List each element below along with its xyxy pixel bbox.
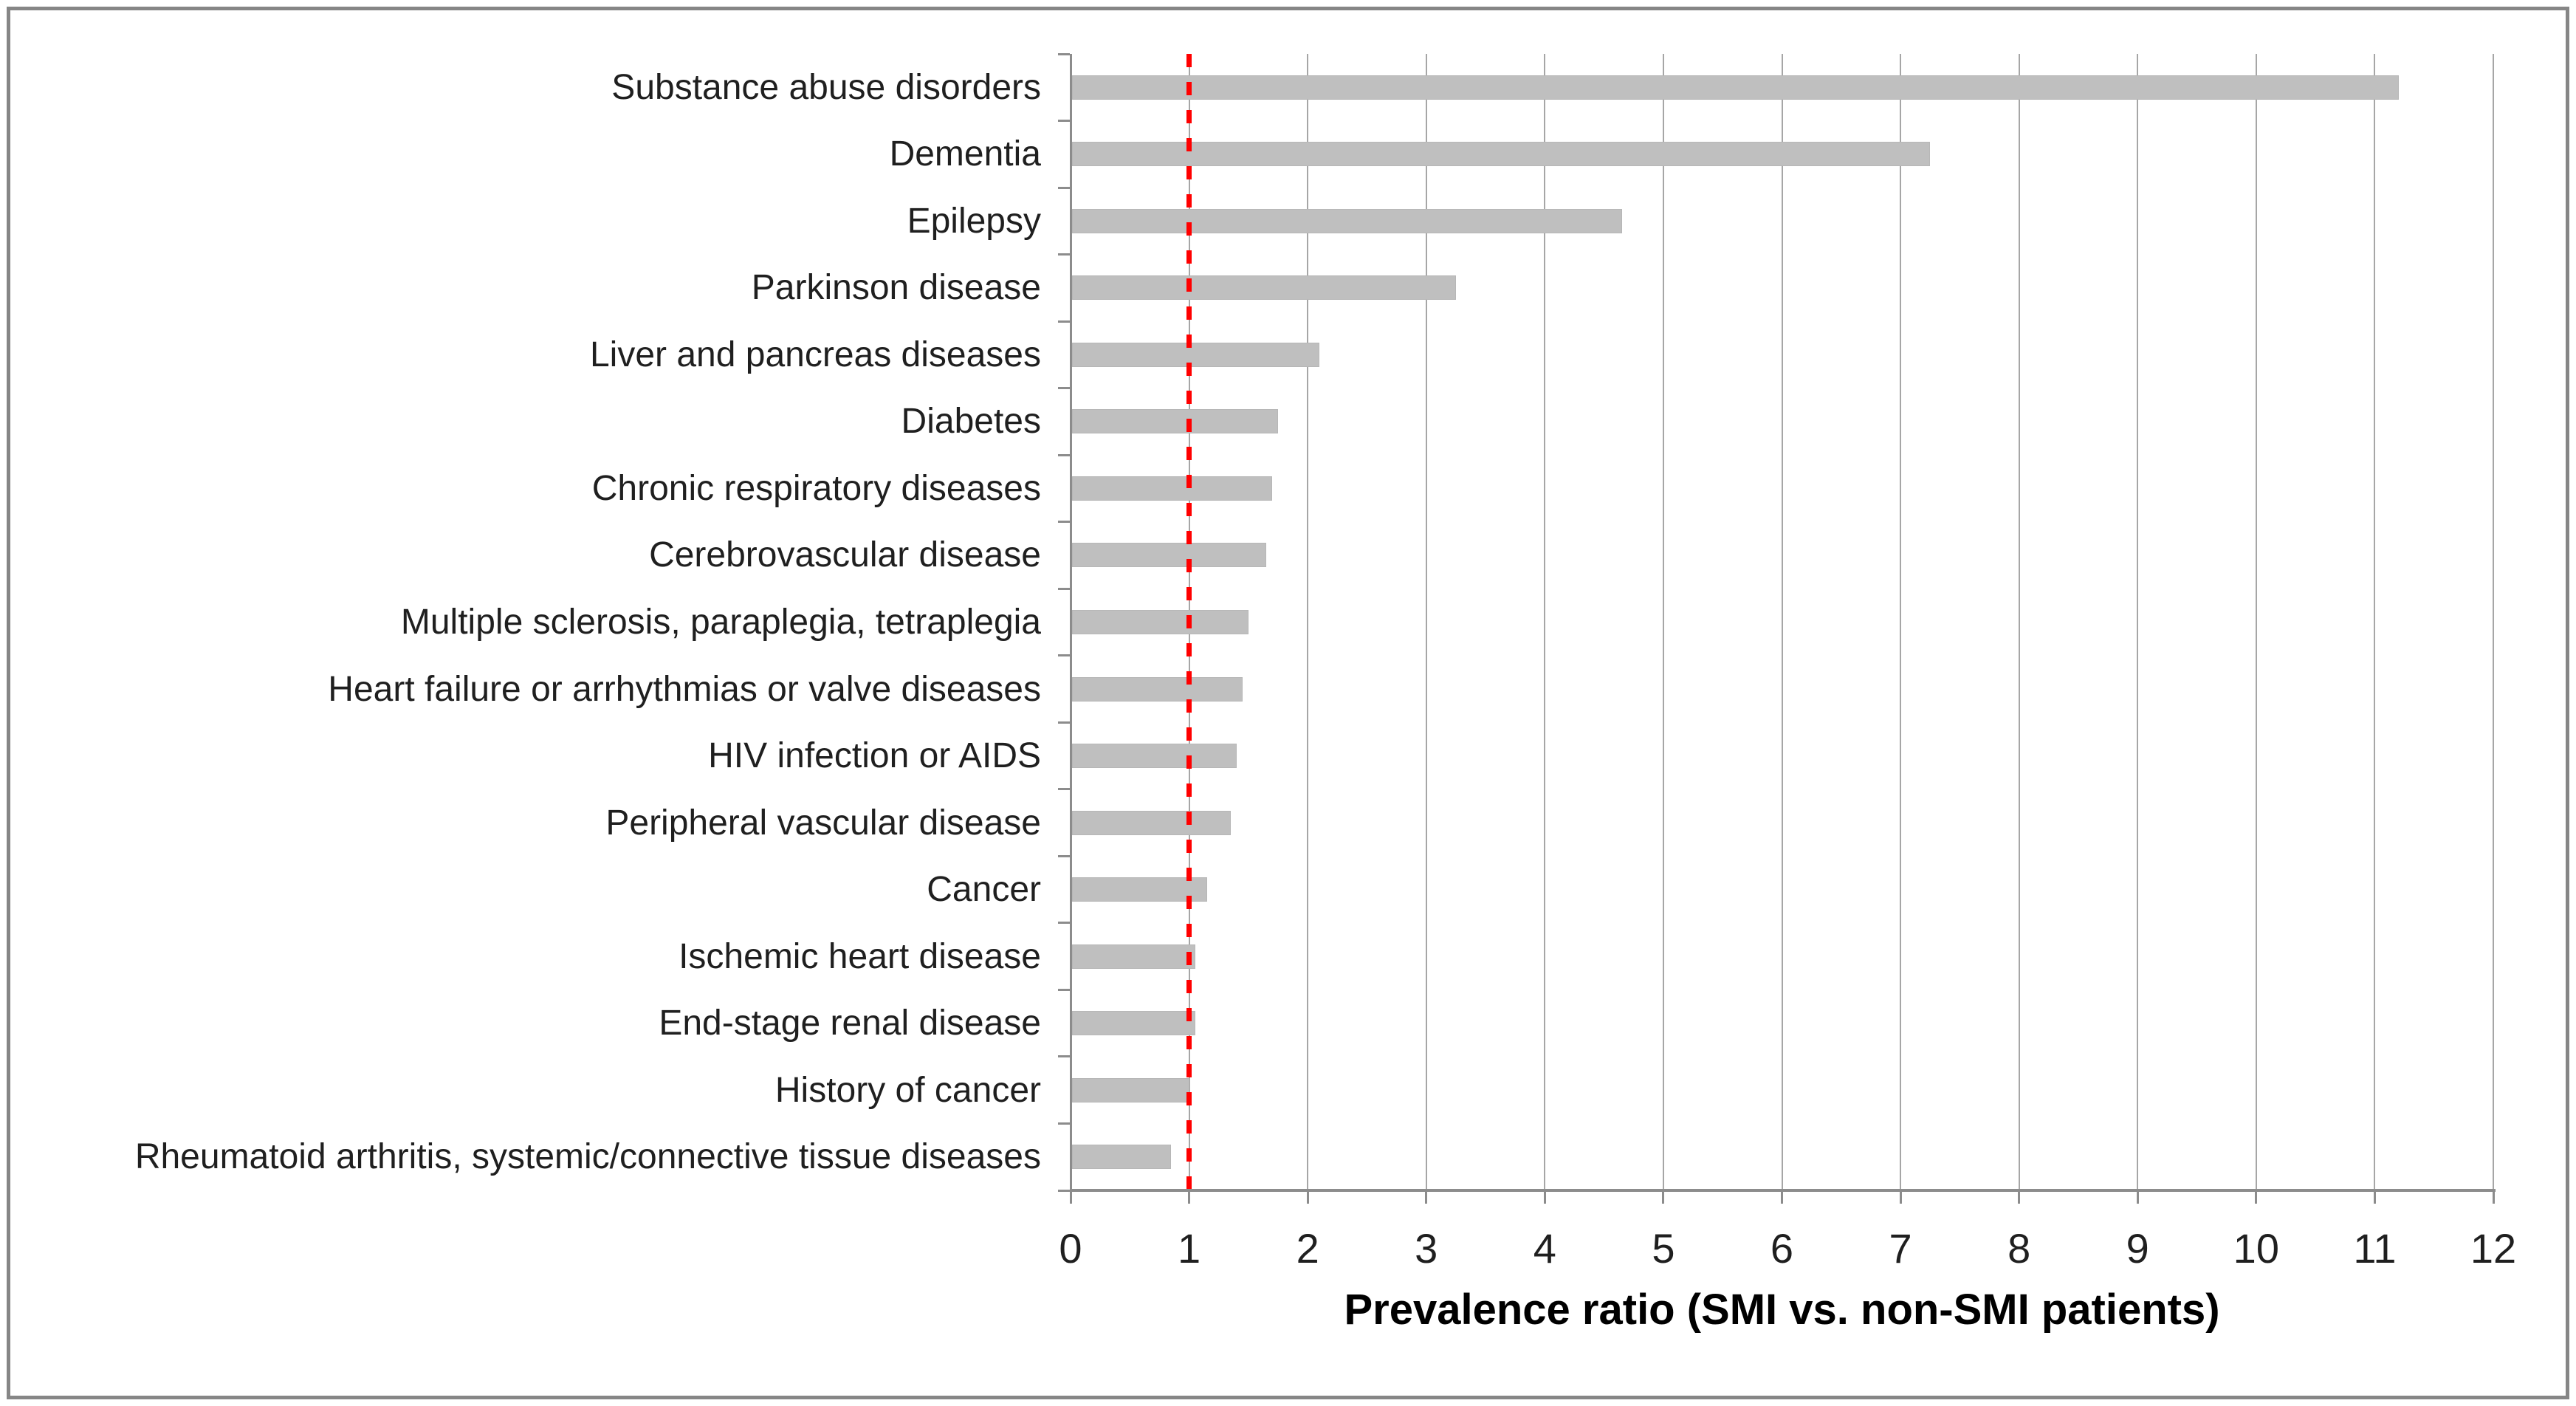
- y-tick: [1058, 387, 1070, 390]
- x-tick: [2136, 1190, 2139, 1204]
- x-tick-label: 3: [1415, 1225, 1438, 1272]
- reference-line-x1: [1186, 54, 1192, 1190]
- category-label: Epilepsy: [907, 201, 1041, 241]
- category-label: Rheumatoid arthritis, systemic/connectiv…: [134, 1137, 1041, 1177]
- bar: [1072, 944, 1195, 969]
- y-tick: [1058, 988, 1070, 991]
- x-tick: [2018, 1190, 2021, 1204]
- bar: [1072, 543, 1266, 568]
- gridline-x4: [1544, 54, 1546, 1190]
- x-tick: [2373, 1190, 2376, 1204]
- x-tick: [1899, 1190, 1902, 1204]
- gridline-x2: [1307, 54, 1309, 1190]
- category-label: Multiple sclerosis, paraplegia, tetraple…: [400, 602, 1041, 642]
- y-tick: [1058, 186, 1070, 189]
- bar: [1072, 1145, 1172, 1170]
- x-tick: [1543, 1190, 1546, 1204]
- bar: [1072, 810, 1231, 835]
- bar: [1072, 1077, 1189, 1102]
- x-tick-label: 0: [1059, 1225, 1082, 1272]
- y-tick: [1058, 320, 1070, 323]
- gridline-x9: [2137, 54, 2139, 1190]
- category-label: Ischemic heart disease: [679, 936, 1041, 976]
- gridline-x11: [2374, 54, 2376, 1190]
- x-tick-label: 7: [1889, 1225, 1912, 1272]
- y-tick: [1058, 654, 1070, 657]
- x-tick: [2255, 1190, 2258, 1204]
- x-tick: [2492, 1190, 2495, 1204]
- x-axis-title: Prevalence ratio (SMI vs. non-SMI patien…: [1344, 1286, 2220, 1334]
- gridline-x12: [2493, 54, 2494, 1190]
- y-tick: [1058, 788, 1070, 791]
- x-tick-label: 6: [1770, 1225, 1794, 1272]
- x-tick: [1306, 1190, 1309, 1204]
- y-tick: [1058, 1055, 1070, 1058]
- y-tick: [1058, 253, 1070, 256]
- category-label: Cancer: [927, 870, 1041, 910]
- x-tick-label: 4: [1533, 1225, 1556, 1272]
- category-label: HIV infection or AIDS: [708, 736, 1041, 776]
- x-tick-label: 8: [2007, 1225, 2031, 1272]
- y-tick: [1058, 587, 1070, 590]
- x-tick-label: 9: [2126, 1225, 2149, 1272]
- x-tick-label: 12: [2470, 1225, 2517, 1272]
- y-tick: [1058, 721, 1070, 724]
- category-label: History of cancer: [774, 1070, 1041, 1110]
- category-label: Cerebrovascular disease: [649, 535, 1041, 575]
- bar: [1072, 610, 1248, 634]
- x-tick-label: 11: [2353, 1225, 2397, 1272]
- category-label: Peripheral vascular disease: [605, 803, 1041, 843]
- category-label: End-stage renal disease: [659, 1004, 1041, 1043]
- bar: [1072, 275, 1456, 301]
- x-tick: [1662, 1190, 1665, 1204]
- bar: [1072, 476, 1272, 501]
- x-tick: [1188, 1190, 1191, 1204]
- category-label: Diabetes: [901, 402, 1041, 442]
- category-label: Substance abuse disorders: [611, 67, 1041, 107]
- x-tick-label: 2: [1296, 1225, 1319, 1272]
- category-label: Heart failure or arrhythmias or valve di…: [328, 669, 1041, 709]
- x-tick-label: 10: [2233, 1225, 2279, 1272]
- bar: [1072, 75, 2399, 100]
- gridline-x6: [1781, 54, 1783, 1190]
- gridline-x7: [1900, 54, 1902, 1190]
- chart-frame: Substance abuse disorders Dementia Epileps…: [7, 7, 2569, 1399]
- x-tick-label: 5: [1652, 1225, 1675, 1272]
- y-tick: [1058, 1189, 1070, 1192]
- bar: [1072, 142, 1931, 167]
- bar: [1072, 409, 1279, 434]
- gridline-x10: [2255, 54, 2257, 1190]
- y-tick: [1058, 922, 1070, 925]
- y-tick: [1058, 120, 1070, 123]
- y-axis-line: [1070, 54, 1072, 1190]
- y-tick: [1058, 521, 1070, 524]
- x-tick: [1781, 1190, 1783, 1204]
- y-tick: [1058, 52, 1070, 55]
- category-label: Liver and pancreas diseases: [589, 335, 1041, 374]
- gridline-x3: [1425, 54, 1427, 1190]
- x-tick: [1425, 1190, 1428, 1204]
- bar: [1072, 208, 1622, 233]
- y-tick: [1058, 854, 1070, 857]
- bar: [1072, 877, 1207, 902]
- plot-area: [1058, 52, 2496, 1204]
- category-label: Dementia: [889, 134, 1041, 174]
- gridline-x8: [2018, 54, 2020, 1190]
- bar: [1072, 1011, 1195, 1036]
- x-tick-label: 1: [1178, 1225, 1201, 1272]
- x-tick: [1069, 1190, 1072, 1204]
- bar: [1072, 676, 1243, 702]
- bar: [1072, 744, 1237, 769]
- y-tick: [1058, 1122, 1070, 1125]
- category-label: Chronic respiratory diseases: [591, 468, 1041, 508]
- gridline-x5: [1662, 54, 1664, 1190]
- bar: [1072, 342, 1320, 367]
- y-tick: [1058, 453, 1070, 456]
- category-label: Parkinson disease: [751, 268, 1041, 308]
